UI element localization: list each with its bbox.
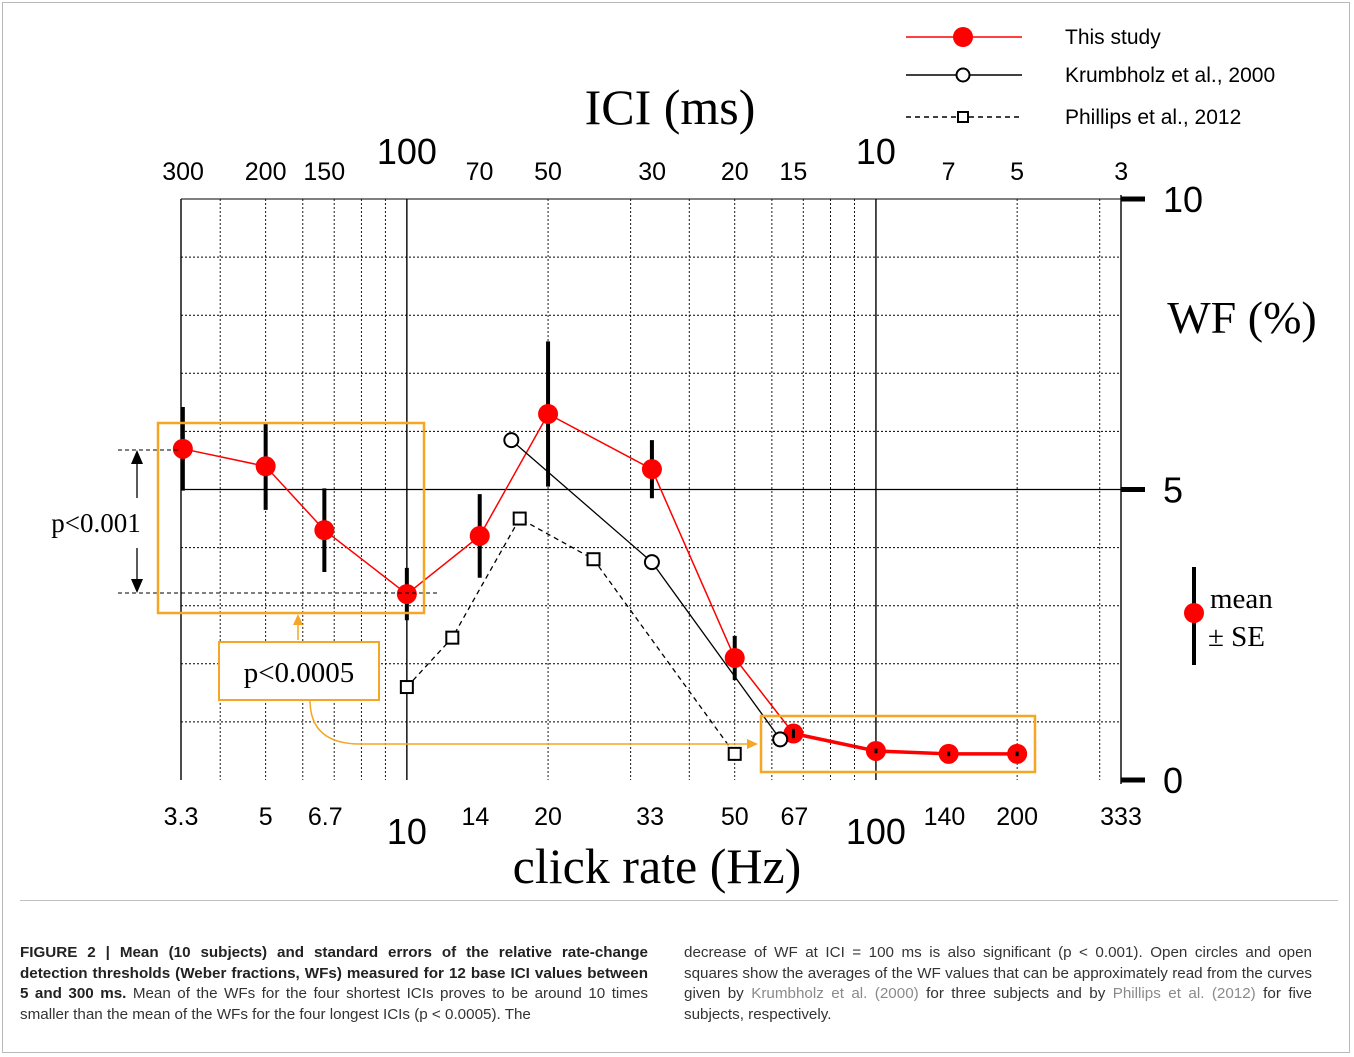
bottom-axis-tick-label: 200 [996,803,1038,831]
bottom-axis-tick-label: 5 [259,803,273,831]
right-axis-tick-label: 0 [1163,760,1183,801]
data-point-krumbholz [772,731,789,748]
legend-marker-phillips [957,111,969,123]
data-point-krumbholz [503,432,520,449]
bottom-axis-tick-label: 3.3 [164,803,199,831]
annotation-p001-label: p<0.001 [51,508,140,538]
series-line-tail [793,731,1018,756]
bottom-axis-tick-label: 33 [636,803,664,831]
caption-column-1: FIGURE 2 | Mean (10 subjects) and standa… [20,943,648,1025]
data-point-this-study [396,584,417,605]
caption-text-3: for three subjects and by [918,985,1113,1002]
highlight-box-short-ici [759,714,1037,774]
right-axis-tick-label: 10 [1163,179,1203,220]
data-point-this-study [724,647,745,668]
bottom-axis-tick-label: 140 [924,803,966,831]
legend-label-phillips: Phillips et al., 2012 [1065,106,1241,129]
error-legend-marker [1184,603,1204,623]
bottom-axis-tick-label: 50 [721,803,749,831]
figure-caption: FIGURE 2 | Mean (10 subjects) and standa… [20,900,1338,1051]
data-point-phillips [399,680,414,695]
annotation-p0005: p<0.0005 [156,421,1037,774]
bottom-axis-title: click rate (Hz) [513,838,802,894]
chart: 0 5 10 3.3 5 6.7 10 14 20 33 50 67 100 140 200 333 300 20… [51,26,1316,894]
top-axis-tick-label: 300 [162,158,204,186]
data-point-this-study [255,456,276,477]
data-point-this-study [314,520,335,541]
caption-title: FIGURE 2 | Mean (10 subjects) and standa… [20,944,648,1002]
bottom-axis-tick-label: 100 [846,811,906,852]
caption-text-4: for five subjects, respectively. [684,985,1312,1023]
caption-text-2: decrease of WF at ICI = 100 ms is also s… [684,944,1312,1002]
annotation-p001: p<0.001 [51,449,440,594]
data-point-krumbholz [643,554,660,571]
legend-label-krumbholz: Krumbholz et al., 2000 [1065,64,1275,87]
top-axis-title: ICI (ms) [585,79,756,135]
legend-label-this-study: This study [1065,26,1161,49]
data-point-phillips [445,630,460,645]
bottom-axis-tick-label: 10 [387,811,427,852]
series-line-1 [510,439,781,740]
top-axis-tick-label: 3 [1114,158,1128,186]
top-axis-tick-label: 20 [721,158,749,186]
top-axis-tick-label: 70 [466,158,494,186]
caption-column-2: decrease of WF at ICI = 100 ms is also s… [684,943,1312,1025]
top-axis-tick-label: 10 [856,131,896,172]
top-axis-tick-label: 150 [303,158,345,186]
data-point-phillips [727,746,742,761]
bottom-axis-tick-label: 6.7 [308,803,343,831]
legend-marker-this-study [953,27,973,47]
caption-reference-phillips[interactable]: Phillips et al. (2012) [1112,985,1256,1002]
top-axis-tick-label: 50 [534,158,562,186]
right-axis-tick-label: 5 [1163,470,1183,511]
error-legend-mean: mean [1210,583,1273,615]
data-point-this-study [641,459,662,480]
right-axis-title: WF (%) [1167,292,1316,343]
data-point-phillips [512,511,527,526]
data-point-this-study [469,525,490,546]
error-legend-se: ± SE [1208,621,1265,653]
top-axis-tick-label: 15 [779,158,807,186]
data-point-this-study [538,403,559,424]
bottom-axis-tick-label: 333 [1100,803,1142,831]
legend: This study Krumbholz et al., 2000 Philli… [906,26,1275,129]
top-axis-tick-label: 100 [377,131,437,172]
legend-marker-krumbholz [955,67,971,83]
caption-text-1: Mean of the WFs for the four shortest IC… [20,985,648,1023]
caption-reference-krumbholz[interactable]: Krumbholz et al. (2000) [751,985,919,1002]
top-axis-tick-label: 200 [245,158,287,186]
annotation-p0005-label: p<0.0005 [244,657,355,689]
highlight-box-long-ici [156,421,426,615]
bottom-axis-tick-label: 20 [534,803,562,831]
top-axis-tick-label: 7 [942,158,956,186]
data-point-this-study [172,438,193,459]
bottom-axis-tick-label: 67 [780,803,808,831]
top-axis-tick-label: 5 [1010,158,1024,186]
bottom-axis-tick-label: 14 [461,803,489,831]
error-legend: mean ± SE [1184,567,1273,665]
series-line-0 [182,412,1018,755]
data-point-phillips [586,552,601,567]
top-axis-tick-label: 30 [638,158,666,186]
